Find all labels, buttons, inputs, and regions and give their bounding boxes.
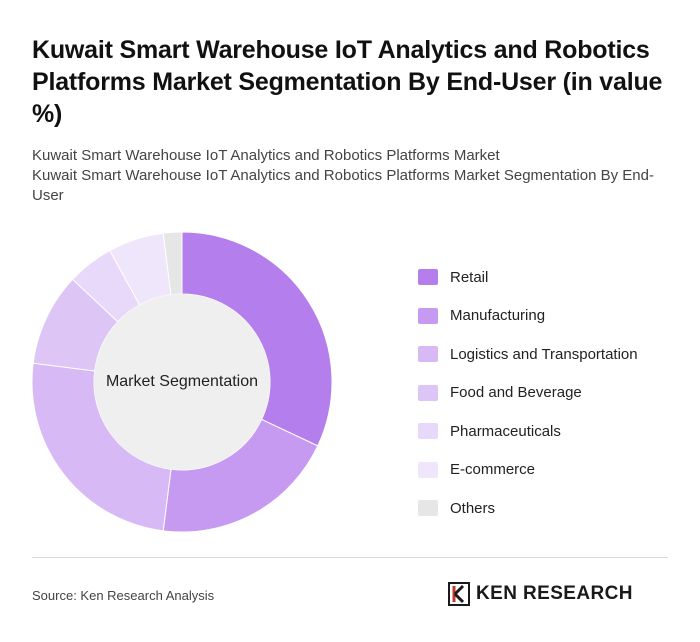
donut-hole	[94, 294, 270, 470]
legend-swatch-food-and-beverage	[418, 384, 438, 401]
legend-item-manufacturing: Manufacturing	[418, 297, 688, 336]
legend-swatch-others	[418, 500, 438, 517]
chart-title: Kuwait Smart Warehouse IoT Analytics and…	[32, 36, 663, 128]
legend-label-food-and-beverage: Food and Beverage	[450, 384, 582, 402]
subtitle-line-2: Kuwait Smart Warehouse IoT Analytics and…	[32, 167, 654, 204]
legend-label-logistics-and-transportation: Logistics and Transportation	[450, 345, 638, 363]
ken-research-logo-icon	[448, 582, 470, 606]
legend-item-others: Others	[418, 489, 688, 528]
legend-swatch-retail	[418, 269, 438, 286]
legend-label-retail: Retail	[450, 268, 489, 286]
subtitle-line-1: Kuwait Smart Warehouse IoT Analytics and…	[32, 147, 500, 164]
legend-label-pharmaceuticals: Pharmaceuticals	[450, 422, 561, 440]
legend-swatch-pharmaceuticals	[418, 423, 438, 440]
legend-swatch-logistics-and-transportation	[418, 346, 438, 363]
legend-item-logistics-and-transportation: Logistics and Transportation	[418, 335, 688, 374]
legend-swatch-e-commerce	[418, 461, 438, 478]
ken-research-logo-text: KEN RESEARCH	[476, 583, 633, 604]
legend-item-e-commerce: E-commerce	[418, 451, 688, 490]
legend-item-retail: Retail	[418, 258, 688, 297]
legend-label-others: Others	[450, 499, 496, 517]
chart-legend: Retail Manufacturing Logistics and Transpo…	[418, 258, 688, 528]
chart-subtitle: Kuwait Smart Warehouse IoT Analytics and…	[32, 146, 672, 206]
ken-research-logo: KEN RESEARCH	[448, 582, 633, 606]
donut-chart	[32, 232, 332, 532]
legend-item-pharmaceuticals: Pharmaceuticals	[418, 412, 688, 451]
footer-divider	[32, 557, 668, 558]
source-note: Source: Ken Research Analysis	[32, 588, 215, 603]
legend-swatch-manufacturing	[418, 307, 438, 324]
legend-label-e-commerce: E-commerce	[450, 461, 536, 479]
donut-chart-svg	[32, 232, 332, 532]
legend-label-manufacturing: Manufacturing	[450, 307, 546, 325]
legend-item-food-and-beverage: Food and Beverage	[418, 374, 688, 413]
